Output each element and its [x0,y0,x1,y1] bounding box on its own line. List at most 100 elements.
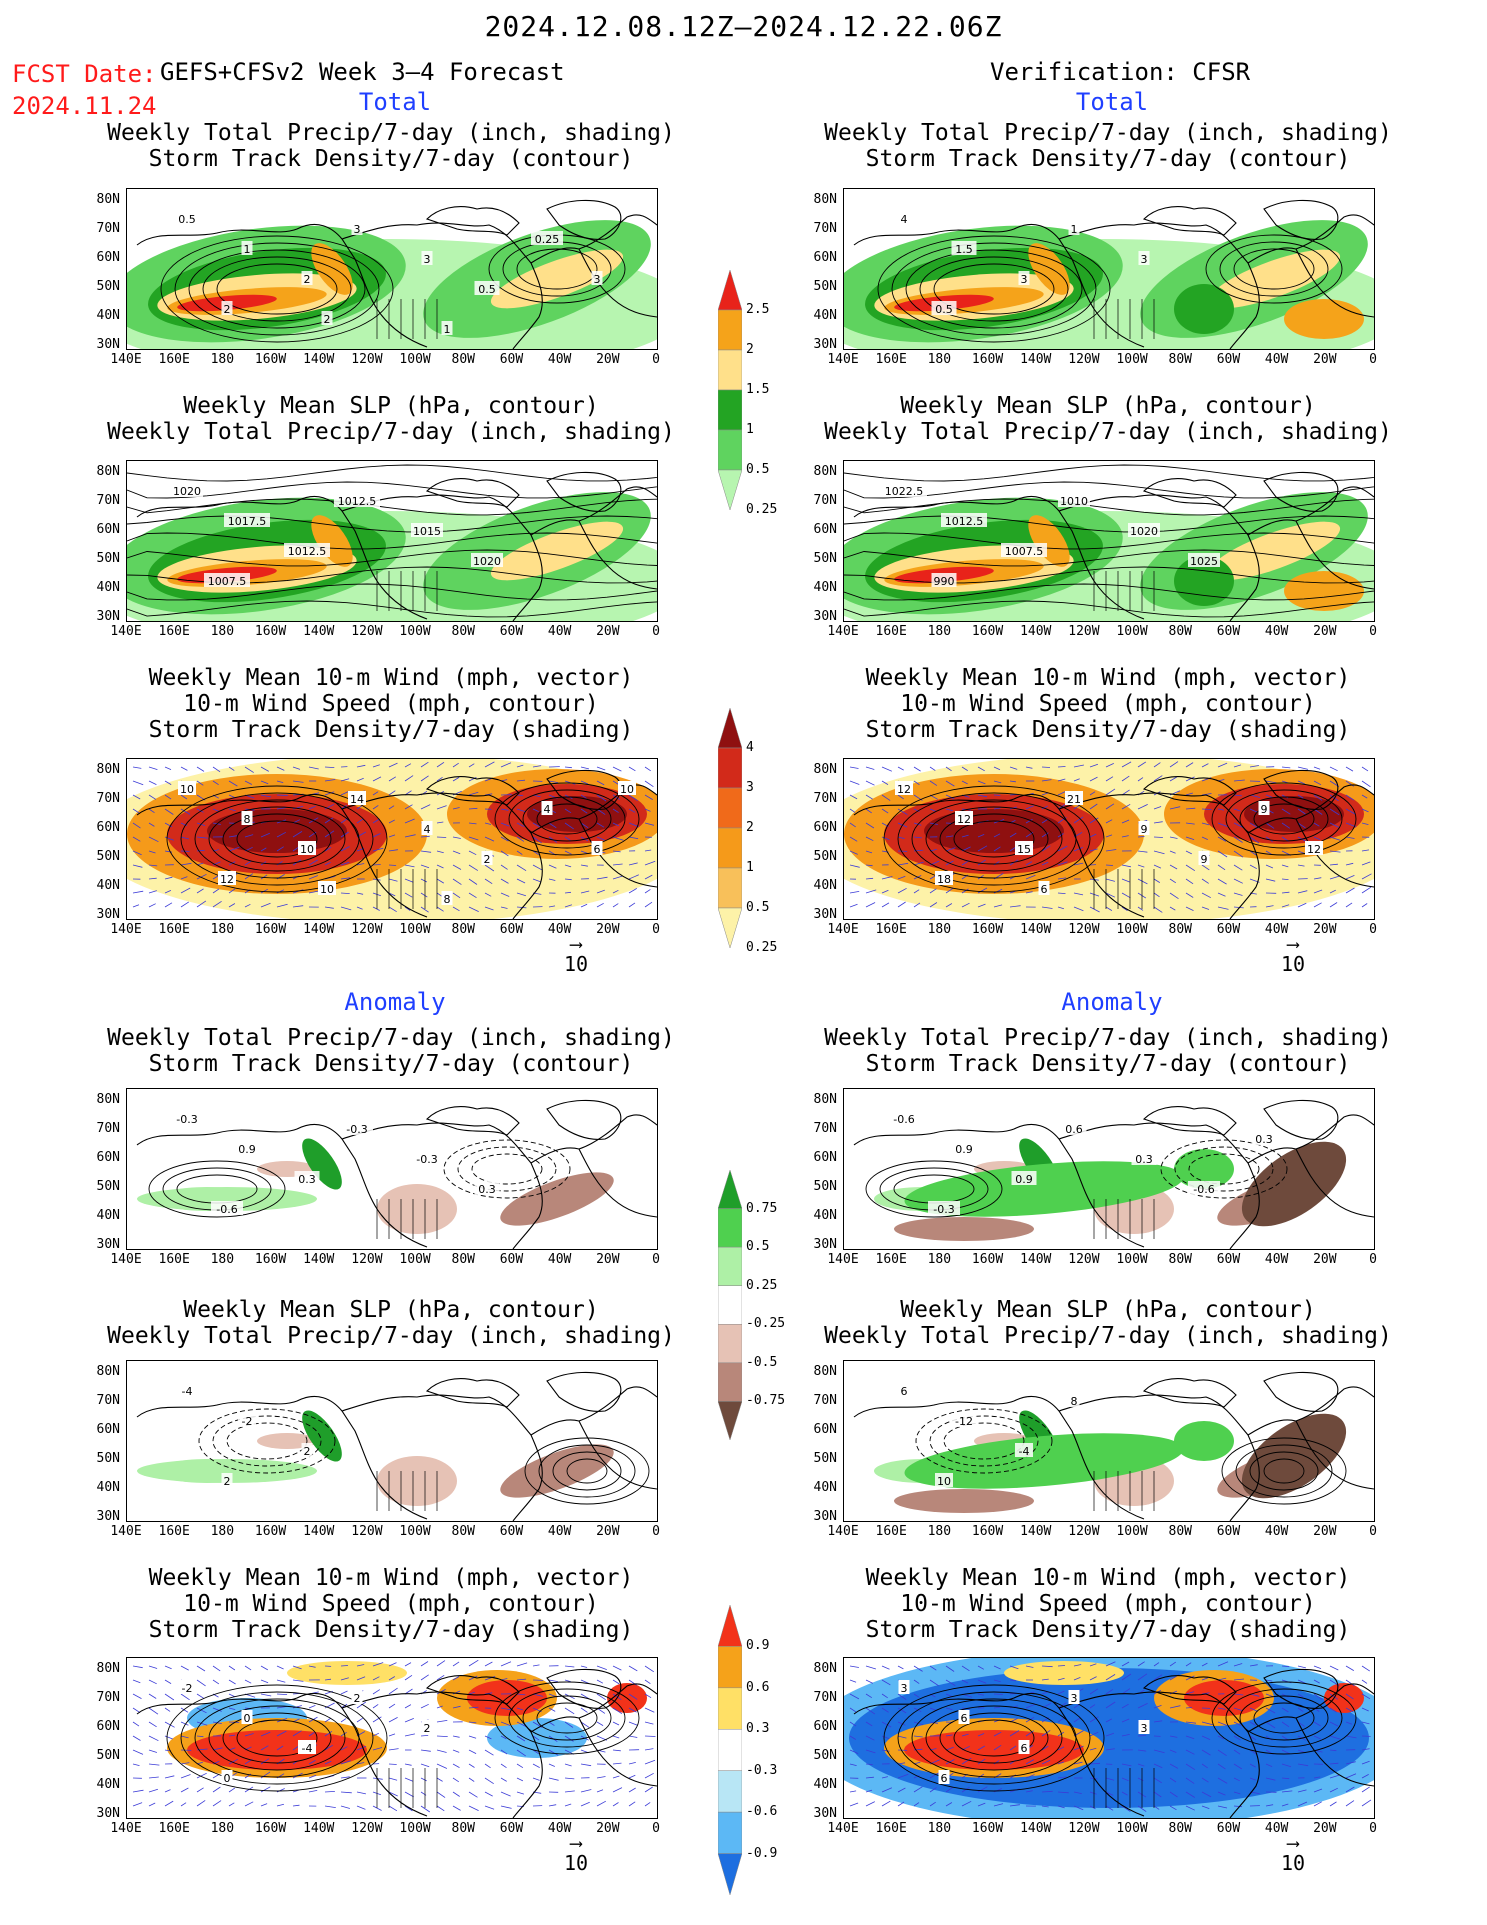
wind-vector [1217,850,1228,858]
wind-vector [516,906,527,909]
wind-vector [993,1744,1002,1751]
wind-vector [1345,875,1355,880]
wind-vector [324,862,331,866]
contour-label: 6 [961,1712,968,1725]
wind-vector [644,1772,654,1779]
lon-tick-label: 40W [1264,1252,1289,1267]
wind-vector [484,1661,493,1667]
colorbar-swatch [717,349,743,391]
colorbar-label: 0.25 [746,940,778,955]
wind-vector [628,766,636,772]
precip-shade [1284,299,1364,339]
wind-vector [372,764,380,768]
wind-vector [340,1690,348,1695]
wind-vector [1089,1731,1099,1737]
colorbar-label: 0.25 [746,1277,778,1293]
contour-label: -0.3 [346,1123,367,1136]
lon-tick-label: 60W [499,922,524,937]
lat-tick-label: 40N [813,878,837,893]
lat-tick-label: 70N [813,493,837,508]
wind-vector [276,1730,287,1737]
wind-vector [260,766,269,772]
wind-vector [596,1789,604,1793]
wind-vector [244,860,252,866]
wind-vector [436,776,443,782]
wind-vector [1041,1805,1049,1808]
coastline [1295,1420,1374,1490]
wind-vector [292,1804,300,1807]
wind-vector [340,1791,352,1794]
lon-tick-label: 140W [303,1252,335,1267]
wind-vector [897,836,905,839]
wind-vector [164,794,172,800]
wind-vector [1073,1717,1081,1723]
contour-label: 0.3 [1135,1153,1153,1166]
contour-label: -0.6 [1193,1183,1214,1196]
wind-vector [1201,1692,1210,1695]
contour-label: 0.3 [298,1173,316,1186]
contour-label: 2 [324,313,331,326]
contour-label: 6 [594,843,601,856]
wind-speed-contour [180,792,374,886]
wind-vector [612,1775,620,1779]
coastline [425,1675,520,1705]
wind-vector [132,780,144,786]
lon-tick-label: 80W [1168,1524,1192,1539]
wind-vector [340,861,350,866]
track-anom-contour [148,1160,286,1218]
wind-vector [420,892,428,898]
wind-vector [596,1800,606,1807]
wind-vector [180,887,191,894]
wind-vector [849,822,856,828]
colorbar-swatch [717,469,743,511]
lon-tick-label: 140W [1020,1252,1052,1267]
lon-tick-label: 140W [303,352,335,367]
wind-vector [977,1693,984,1696]
wind-vector [993,1731,1002,1737]
wind-vector [484,1805,495,1810]
wind-vector [356,764,366,768]
contour-label: 1012.5 [338,495,377,508]
wind-vector [260,794,272,798]
coastline [546,1668,622,1709]
wind-vector [532,1777,540,1781]
contour-label: 0.25 [535,233,560,246]
lat-tick-label: 30N [96,609,120,624]
wind-vector [260,1803,268,1807]
wind-vector [468,1763,475,1768]
wind-vector [849,1707,857,1713]
wind-vector [1073,892,1084,896]
wind-vector [1089,833,1097,838]
wind-vector [977,1745,986,1751]
contour-label-bg [931,301,957,315]
wind-vector [977,834,985,838]
lat-tick-label: 40N [813,308,837,323]
contour-label-bg [441,891,453,905]
wind-vector [1233,794,1242,797]
wind-vector [945,780,955,787]
slp-contour [844,481,1374,499]
wind-vector [1217,1805,1228,1809]
wind-vector [1329,822,1340,828]
wind-vector [1281,822,1291,829]
wind-vector [244,873,254,880]
lat-tick-label: 50N [96,1748,120,1763]
lon-tick-label: 120W [1068,624,1100,639]
lon-tick-label: 140E [110,1524,142,1539]
contour-label-bg [481,851,493,865]
lon-tick-label: 160E [875,1821,907,1836]
wind-vector [404,804,413,810]
lat-tick-label: 70N [96,221,120,236]
panel-title: Weekly Mean SLP (hPa, contour) Weekly Tot… [803,393,1413,445]
contour-label-bg [211,1201,243,1215]
lat-tick-label: 40N [813,1208,837,1223]
wind-vector [1233,850,1244,858]
wind-vector [1329,863,1338,866]
wind-vector [388,1777,398,1781]
wind-vector [548,1707,556,1712]
wind-vector [945,835,954,838]
wind-vector [1105,1689,1114,1695]
wind-vector [1057,1761,1065,1765]
contour-label-bg [591,841,603,855]
wind-vector [628,862,638,866]
